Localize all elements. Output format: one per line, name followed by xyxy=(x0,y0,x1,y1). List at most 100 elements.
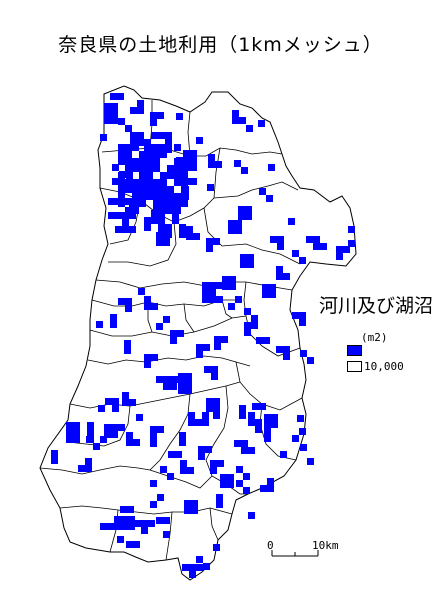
water-cell xyxy=(190,164,197,171)
water-cell xyxy=(132,179,139,186)
water-cell xyxy=(276,273,283,280)
water-cell xyxy=(137,100,144,107)
water-cell xyxy=(299,319,306,326)
water-cell xyxy=(216,501,223,508)
water-cell xyxy=(134,520,141,527)
water-cell xyxy=(157,426,164,433)
water-cell xyxy=(146,172,153,179)
water-cell xyxy=(300,350,307,357)
water-cell xyxy=(207,184,214,191)
water-cell xyxy=(336,253,343,260)
water-cell xyxy=(216,494,223,501)
water-cell xyxy=(137,107,144,114)
water-cell xyxy=(133,541,140,548)
water-cell xyxy=(144,354,151,361)
water-cell xyxy=(336,246,343,253)
water-cell xyxy=(264,421,271,428)
water-cell xyxy=(156,232,163,239)
water-cell xyxy=(150,501,157,508)
water-cell xyxy=(280,451,287,458)
water-cell xyxy=(129,399,136,406)
water-cell xyxy=(220,481,227,488)
water-cell xyxy=(288,218,295,225)
water-cell xyxy=(139,200,146,207)
water-cell xyxy=(245,206,252,213)
water-cell xyxy=(204,366,211,373)
water-cell xyxy=(198,453,205,460)
water-cell xyxy=(174,172,181,179)
water-cell xyxy=(251,315,258,322)
water-cell xyxy=(151,354,158,361)
water-cell xyxy=(104,103,111,110)
water-cell xyxy=(292,435,299,442)
water-cell xyxy=(105,398,112,405)
water-cell xyxy=(86,436,93,443)
water-cell xyxy=(214,343,221,350)
water-cell xyxy=(255,419,262,426)
water-cell xyxy=(252,403,259,410)
water-cell xyxy=(167,186,174,193)
water-cell xyxy=(128,516,135,523)
water-cell xyxy=(120,506,127,513)
water-cell xyxy=(177,330,184,337)
water-cell xyxy=(248,512,255,519)
water-cell xyxy=(133,439,140,446)
water-cell xyxy=(188,419,195,426)
water-cell xyxy=(87,422,94,429)
water-cell xyxy=(124,340,131,347)
water-cell xyxy=(191,500,198,507)
water-cell xyxy=(299,257,306,264)
water-cell xyxy=(129,198,136,205)
water-cell xyxy=(150,480,157,487)
water-cell xyxy=(104,424,111,431)
water-cell xyxy=(307,458,314,465)
water-cell xyxy=(221,336,228,343)
water-cell xyxy=(176,164,183,171)
water-cell xyxy=(153,151,160,158)
water-cell xyxy=(185,387,192,394)
water-cell xyxy=(185,373,192,380)
water-cell xyxy=(276,346,283,353)
water-cell xyxy=(268,164,275,171)
water-cell xyxy=(270,236,277,243)
water-cell xyxy=(172,210,179,217)
water-cell xyxy=(167,193,174,200)
water-cell xyxy=(193,233,200,240)
water-cell xyxy=(217,460,224,467)
water-cell xyxy=(243,473,250,480)
water-cell xyxy=(153,200,160,207)
water-cell xyxy=(165,146,172,153)
water-cell xyxy=(160,200,167,207)
water-cell xyxy=(186,233,193,240)
water-cell xyxy=(122,198,129,205)
legend-label-value: 10,000 xyxy=(364,360,404,373)
water-cell xyxy=(348,226,355,233)
water-cell xyxy=(112,178,119,185)
water-cell xyxy=(234,440,241,447)
water-cell xyxy=(182,564,189,571)
legend-swatch-empty xyxy=(347,361,362,372)
water-cell xyxy=(137,132,144,139)
water-cell xyxy=(240,261,247,268)
water-cell xyxy=(167,200,174,207)
water-cell xyxy=(160,186,167,193)
water-cell xyxy=(222,276,229,283)
water-cell xyxy=(126,178,133,185)
water-cell xyxy=(262,291,269,298)
water-cell xyxy=(210,460,217,467)
water-cell xyxy=(104,117,111,124)
water-cell xyxy=(222,283,229,290)
water-cell xyxy=(130,139,137,146)
water-cell xyxy=(213,238,220,245)
water-cell xyxy=(144,303,151,310)
water-cell xyxy=(132,158,139,165)
scale-start-label: 0 xyxy=(267,539,274,552)
water-cell xyxy=(118,193,125,200)
water-cell xyxy=(235,227,242,234)
water-cell xyxy=(202,282,209,289)
water-cell xyxy=(198,446,205,453)
water-cell xyxy=(235,296,242,303)
water-cell xyxy=(283,353,290,360)
water-cell xyxy=(181,172,188,179)
water-cell xyxy=(132,186,139,193)
